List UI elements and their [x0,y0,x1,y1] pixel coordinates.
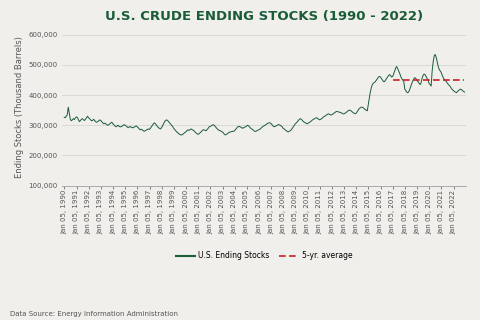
Text: Data Source: Energy Information Administration: Data Source: Energy Information Administ… [10,311,178,317]
Title: U.S. CRUDE ENDING STOCKS (1990 - 2022): U.S. CRUDE ENDING STOCKS (1990 - 2022) [105,11,423,23]
Y-axis label: Ending Stocks (Thousand Barrels): Ending Stocks (Thousand Barrels) [15,36,24,178]
Legend: U.S. Ending Stocks, 5-yr. average: U.S. Ending Stocks, 5-yr. average [172,248,356,263]
